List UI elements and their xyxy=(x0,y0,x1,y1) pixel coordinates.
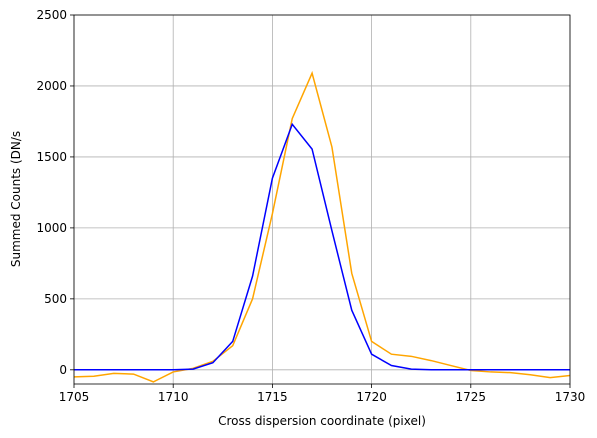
data-line xyxy=(74,70,570,383)
x-tick-label: 1720 xyxy=(356,390,387,404)
y-tick-label: 1000 xyxy=(36,221,67,235)
y-tick-label: 500 xyxy=(44,292,67,306)
x-tick-label: 1725 xyxy=(456,390,487,404)
plot-frame xyxy=(73,14,571,385)
x-tick-label: 1715 xyxy=(257,390,288,404)
y-tick-label: 2500 xyxy=(36,8,67,22)
y-tick-label: 2000 xyxy=(36,79,67,93)
data-line xyxy=(74,122,570,371)
y-tick-label: 1500 xyxy=(36,150,67,164)
y-tick-label: 0 xyxy=(59,363,67,377)
y-axis-label: Summed Counts (DN/s xyxy=(9,131,23,267)
x-tick-label: 1710 xyxy=(158,390,189,404)
x-tick-label: 1705 xyxy=(59,390,90,404)
x-axis-label: Cross dispersion coordinate (pixel) xyxy=(218,414,426,428)
x-tick-label: 1730 xyxy=(555,390,586,404)
